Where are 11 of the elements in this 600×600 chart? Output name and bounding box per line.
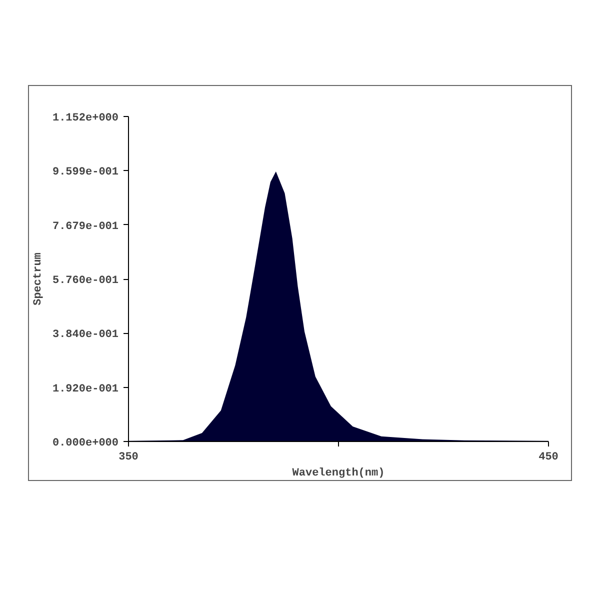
y-tick-label: 9.599e-001 (52, 166, 119, 179)
x-tick-label: 450 (538, 452, 558, 464)
y-tick-label: 1.152e+000 (52, 112, 119, 124)
x-axis-title: Wavelength(nm) (292, 468, 385, 480)
y-tick-label: 3.840e-001 (52, 329, 119, 342)
y-axis-title: Spectrum (32, 252, 44, 306)
y-tick-label: 1.920e-001 (52, 383, 119, 396)
y-tick-label: 5.760e-001 (52, 275, 119, 287)
y-tick-label: 0.000e+000 (52, 438, 119, 450)
y-tick-label: 7.679e-001 (52, 220, 119, 233)
x-tick-label: 350 (118, 452, 138, 464)
